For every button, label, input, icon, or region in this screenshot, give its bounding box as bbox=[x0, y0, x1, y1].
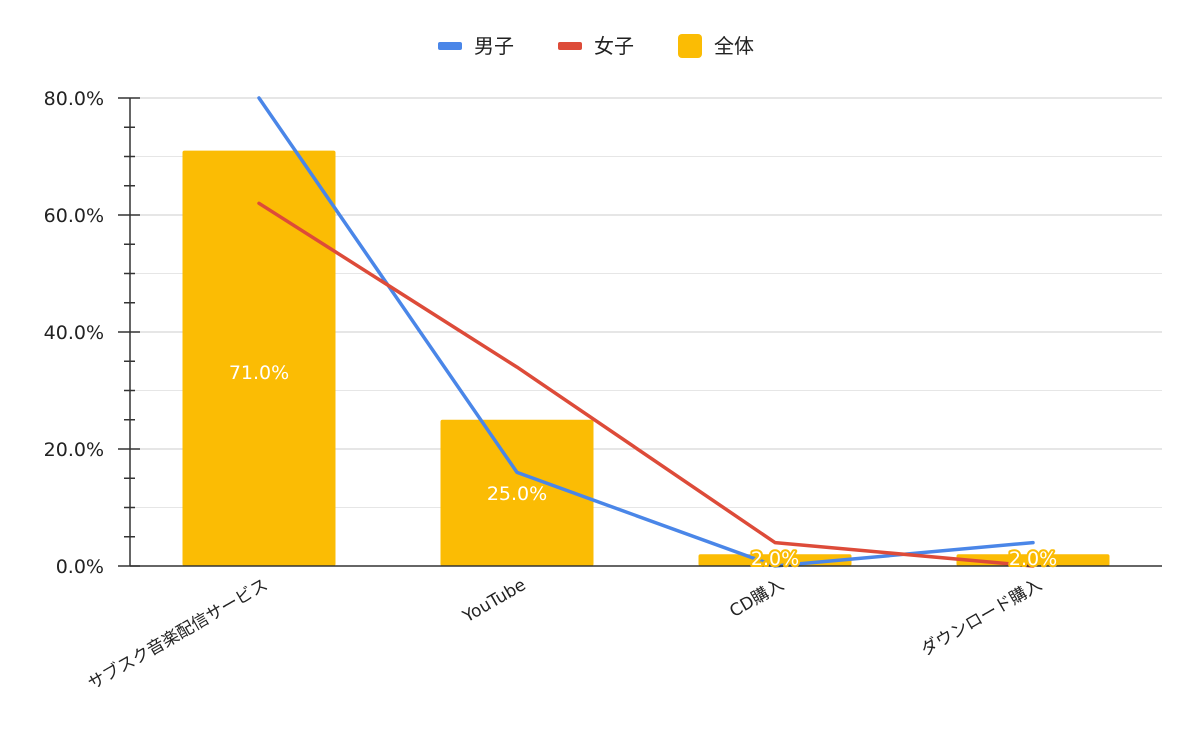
legend-label: 男子 bbox=[474, 34, 514, 58]
legend: 男子 女子 全体 bbox=[438, 34, 754, 58]
series-line-1 bbox=[257, 201, 1035, 568]
y-tick-label: 80.0% bbox=[44, 88, 104, 110]
series-lines bbox=[257, 96, 1035, 568]
legend-swatch-line bbox=[558, 42, 582, 50]
legend-swatch-bar bbox=[678, 34, 702, 58]
x-category-label: CD購入 bbox=[726, 575, 787, 622]
bar-1 bbox=[440, 419, 594, 566]
bar-0 bbox=[182, 150, 336, 566]
x-category-label: YouTube bbox=[459, 575, 530, 627]
y-tick-label: 20.0% bbox=[44, 439, 104, 461]
bar-data-label: 25.0% bbox=[487, 483, 547, 505]
y-tick-label: 60.0% bbox=[44, 205, 104, 227]
y-tick-label: 40.0% bbox=[44, 322, 104, 344]
x-category-label: ダウンロード購入 bbox=[918, 575, 1046, 660]
y-tick-label: 0.0% bbox=[56, 556, 104, 578]
legend-swatch-line bbox=[438, 42, 462, 50]
bar-data-label: 2.0% bbox=[751, 548, 799, 570]
data-labels: 71.0% 25.0% 2.0% 2.0% bbox=[229, 362, 1059, 572]
x-category-label: サブスク音楽配信サービス bbox=[84, 574, 271, 694]
legend-label: 全体 bbox=[714, 34, 754, 58]
bar-data-label: 2.0% bbox=[1009, 548, 1057, 570]
legend-label: 女子 bbox=[594, 34, 634, 58]
bar-data-label: 71.0% bbox=[229, 362, 289, 384]
bars bbox=[182, 150, 1110, 566]
